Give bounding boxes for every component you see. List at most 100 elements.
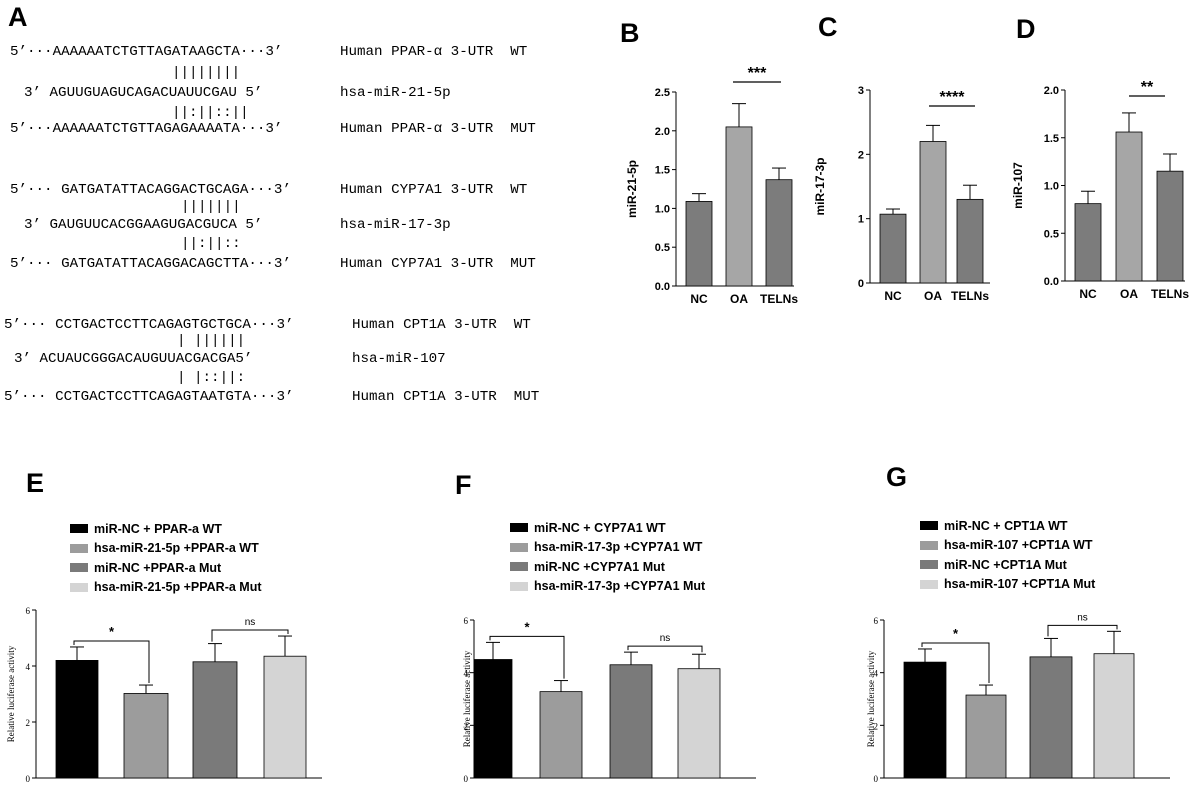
base-pairing: ||:||::|| (172, 105, 249, 121)
y-tick-label: 3 (858, 85, 864, 97)
legend-entry: hsa-miR-17-3p +CYP7A1 WT (510, 538, 705, 558)
bar (685, 201, 713, 287)
y-axis-label: Relative luciferase activity (6, 645, 16, 742)
mirna-sequence: 3’ GAUGUUCACGGAAGUGACGUCA 5’ (24, 217, 263, 233)
legend-entry: miR-NC + CPT1A WT (920, 516, 1095, 536)
legend-entry: miR-NC +CYP7A1 Mut (510, 557, 705, 577)
y-tick-label: 6 (874, 616, 879, 626)
panel-label-b: B (620, 18, 640, 48)
y-axis-label: miR-21-5p (625, 160, 639, 218)
legend-label: miR-NC + CYP7A1 WT (534, 520, 666, 535)
significance-label: *** (748, 65, 767, 82)
bar (123, 693, 169, 779)
legend-entry: hsa-miR-107 +CPT1A Mut (920, 575, 1095, 595)
base-pairing: |||||||| (172, 65, 241, 81)
bar (609, 664, 653, 779)
y-tick-label: 0 (874, 774, 879, 784)
bar (263, 655, 307, 779)
legend-label: miR-NC + CPT1A WT (944, 518, 1068, 533)
significance-label: * (953, 626, 959, 641)
y-tick-label: 1.0 (1044, 181, 1059, 193)
legend-swatch (510, 542, 528, 552)
mirna-sequence: 3’ AGUUGUAGUCAGACUAUUCGAU 5’ (24, 85, 263, 101)
significance-label: ns (245, 617, 256, 628)
legend-swatch (510, 581, 528, 591)
y-tick-label: 6 (26, 606, 31, 616)
x-tick-label: NC (884, 289, 902, 303)
y-tick-label: 2 (874, 721, 879, 731)
y-tick-label: 2.0 (1044, 85, 1059, 97)
significance-label: **** (940, 89, 966, 106)
y-axis-label: Relative luciferase activity (462, 650, 472, 747)
legend-g: miR-NC + CPT1A WT hsa-miR-107 +CPT1A WT … (920, 516, 1095, 594)
mirna-sequence: 3’ ACUAUCGGGACAUGUUACGACGA5’ (14, 351, 253, 367)
chart-g: 0 2 4 6 Relative luciferase activity * ns (866, 612, 1170, 784)
y-tick-label: 0 (464, 774, 469, 784)
legend-e: miR-NC + PPAR-a WT hsa-miR-21-5p +PPAR-a… (70, 519, 262, 597)
legend-entry: hsa-miR-21-5p +PPAR-a Mut (70, 578, 262, 598)
bar (919, 141, 947, 284)
base-pairing: ||:||:: (181, 236, 241, 252)
mirna-label: hsa-miR-17-3p (340, 217, 451, 233)
base-pairing: | |||||| (177, 333, 246, 349)
y-tick-label: 0.5 (1044, 228, 1059, 240)
y-tick-label: 2 (26, 718, 31, 728)
legend-label: miR-NC +CPT1A Mut (944, 557, 1067, 572)
legend-entry: miR-NC +PPAR-a Mut (70, 558, 262, 578)
y-tick-label: 1.0 (655, 203, 670, 215)
mut-label: Human PPAR-α 3-UTR MUT (340, 121, 536, 137)
legend-entry: hsa-miR-17-3p +CYP7A1 Mut (510, 577, 705, 597)
mut-sequence: 5’··· CCTGACTCCTTCAGAGTAATGTA···3’ (4, 389, 294, 405)
y-tick-label: 6 (464, 616, 469, 626)
legend-f: miR-NC + CYP7A1 WT hsa-miR-17-3p +CYP7A1… (510, 518, 705, 596)
significance-label: * (109, 624, 115, 639)
mut-sequence: 5’··· GATGATATTACAGGACAGCTTA···3’ (10, 256, 291, 272)
x-tick-label: OA (924, 289, 942, 303)
bar (1115, 131, 1143, 282)
base-pairing: | |::||: (177, 370, 246, 386)
bar (1156, 170, 1184, 282)
bar (1029, 656, 1073, 779)
y-tick-label: 0.0 (1044, 276, 1059, 288)
y-tick-label: 0 (26, 774, 31, 784)
bar (903, 661, 947, 779)
legend-swatch (70, 543, 88, 553)
significance-bracket (489, 635, 565, 679)
mut-label: Human CPT1A 3-UTR MUT (352, 389, 540, 405)
legend-entry: miR-NC + CYP7A1 WT (510, 518, 705, 538)
wt-label: Human CPT1A 3-UTR WT (352, 317, 531, 333)
legend-label: hsa-miR-107 +CPT1A Mut (944, 577, 1096, 592)
mut-sequence: 5’···AAAAAATCTGTTAGAGAAAATA···3’ (10, 121, 283, 137)
significance-bracket (1047, 624, 1118, 637)
legend-label: miR-NC + PPAR-a WT (94, 521, 222, 536)
significance-bracket (627, 645, 703, 653)
chart-d: 0.0 0.5 1.0 1.5 2.0 miR-107 NC OA TELNs ** (1011, 79, 1189, 301)
legend-label: hsa-miR-21-5p +PPAR-a Mut (94, 580, 262, 595)
wt-label: Human PPAR-α 3-UTR WT (340, 44, 528, 60)
y-tick-label: 4 (464, 669, 469, 679)
wt-label: Human CYP7A1 3-UTR WT (340, 182, 528, 198)
legend-swatch (70, 563, 88, 573)
panel-label-a: A (8, 2, 28, 32)
bar (677, 668, 721, 779)
y-tick-label: 0.5 (655, 242, 670, 254)
bar (725, 126, 753, 287)
significance-bracket (921, 642, 990, 684)
bar (965, 694, 1007, 779)
panel-label-c: C (818, 12, 838, 42)
bar (1093, 653, 1135, 779)
y-tick-label: 0.0 (655, 281, 670, 293)
legend-entry: hsa-miR-107 +CPT1A WT (920, 536, 1095, 556)
panel-label-g: G (886, 462, 908, 492)
y-tick-label: 0 (858, 278, 864, 290)
legend-swatch (920, 560, 938, 570)
bar (55, 660, 99, 779)
legend-swatch (70, 582, 88, 592)
y-tick-label: 2.5 (655, 87, 670, 99)
legend-swatch (920, 540, 938, 550)
chart-f: 0 2 4 6 Relative luciferase activity * ns (462, 616, 756, 784)
significance-label: ns (660, 633, 671, 644)
legend-label: miR-NC +CYP7A1 Mut (534, 559, 665, 574)
y-tick-label: 4 (26, 662, 31, 672)
